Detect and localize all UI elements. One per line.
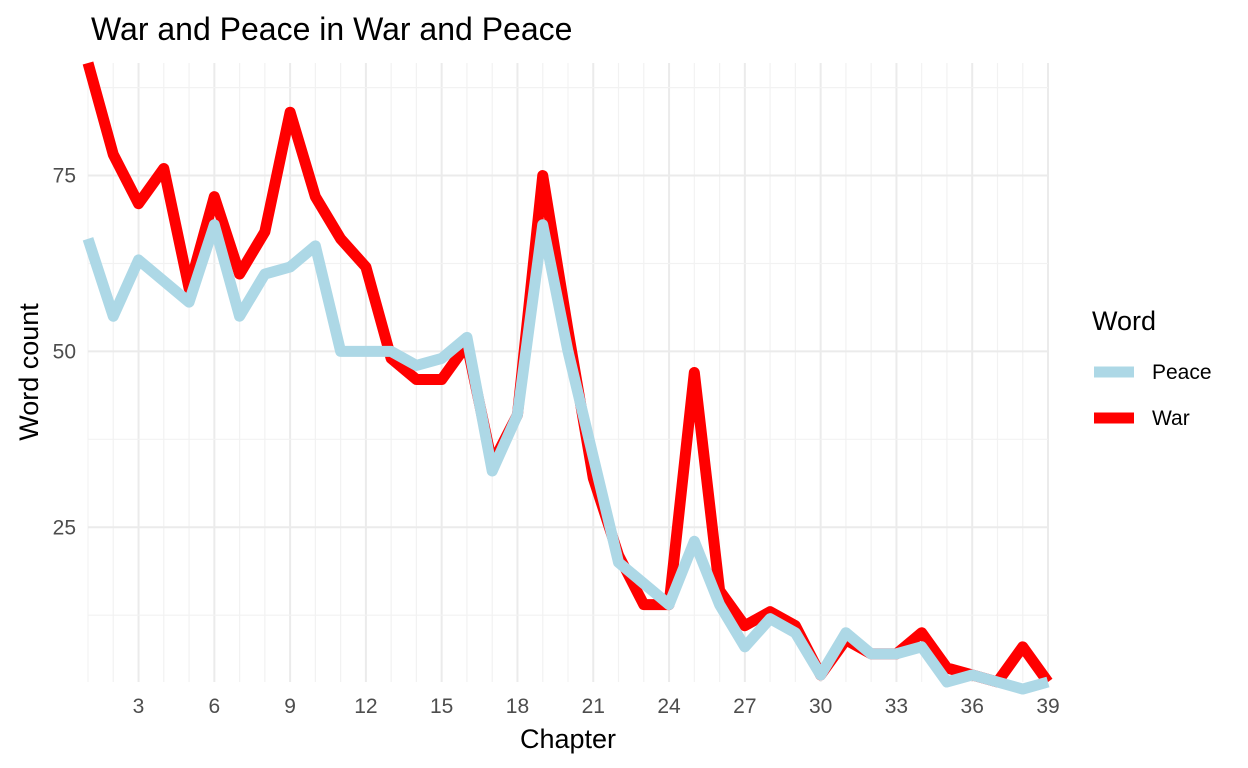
legend-title: Word bbox=[1092, 306, 1156, 336]
x-tick-label: 33 bbox=[885, 695, 908, 718]
x-tick-label: 39 bbox=[1036, 695, 1059, 718]
y-tick-label: 50 bbox=[53, 340, 76, 363]
chart-title: War and Peace in War and Peace bbox=[91, 11, 572, 47]
y-tick-label: 75 bbox=[53, 165, 76, 188]
series-line-peace bbox=[82, 219, 1050, 695]
x-tick-label: 12 bbox=[354, 695, 377, 718]
legend-label: War bbox=[1152, 407, 1190, 430]
series-layer bbox=[82, 61, 1053, 695]
x-tick-label: 36 bbox=[961, 695, 984, 718]
legend-item-war: War bbox=[1094, 407, 1190, 430]
legend-item-peace: Peace bbox=[1094, 361, 1212, 384]
y-axis-title: Word count bbox=[14, 303, 44, 441]
x-axis-ticks: 3 6 9 12 15 18 21 24 27 30 33 36 39 bbox=[133, 695, 1060, 718]
x-tick-label: 18 bbox=[506, 695, 529, 718]
x-tick-label: 3 bbox=[133, 695, 145, 718]
legend: Word Peace War bbox=[1092, 306, 1212, 430]
x-axis-title: Chapter bbox=[520, 724, 616, 754]
x-tick-label: 24 bbox=[657, 695, 681, 718]
x-tick-label: 15 bbox=[430, 695, 453, 718]
y-tick-label: 25 bbox=[53, 516, 76, 539]
legend-label: Peace bbox=[1152, 361, 1212, 384]
x-tick-label: 6 bbox=[208, 695, 220, 718]
x-tick-label: 30 bbox=[809, 695, 832, 718]
x-tick-label: 21 bbox=[582, 695, 605, 718]
x-tick-label: 9 bbox=[284, 695, 296, 718]
x-tick-label: 27 bbox=[733, 695, 756, 718]
y-axis-ticks: 25 50 75 bbox=[53, 165, 76, 540]
